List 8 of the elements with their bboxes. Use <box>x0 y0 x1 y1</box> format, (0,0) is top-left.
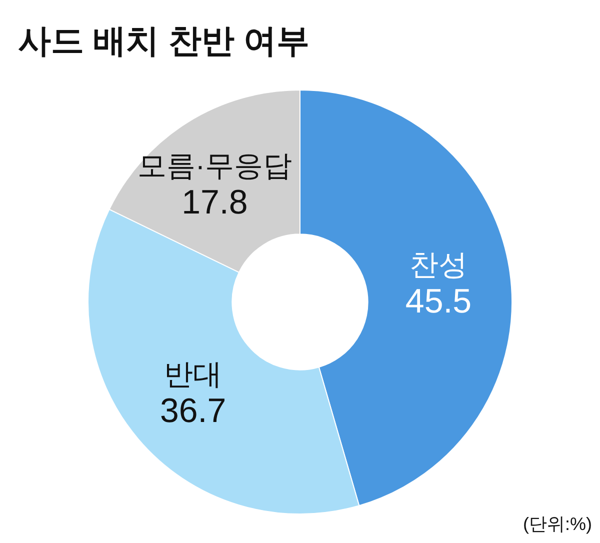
chart-title: 사드 배치 찬반 여부 <box>18 22 310 59</box>
data-label: 45.5 <box>405 282 472 320</box>
data-label: 17.8 <box>182 183 248 222</box>
slice-label: 모름·무응답 <box>137 150 292 182</box>
data-label: 36.7 <box>160 392 226 430</box>
slice-label: 반대 <box>164 359 222 392</box>
slice-label: 찬성 <box>410 249 468 282</box>
text: (단위:%) <box>523 514 592 534</box>
